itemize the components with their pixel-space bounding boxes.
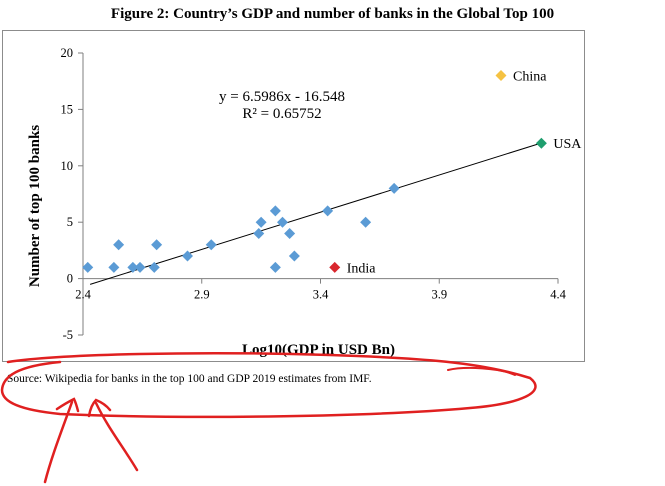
source-note: Source: Wikipedia for banks in the top 1… <box>7 373 372 385</box>
y-tick-label: 20 <box>61 46 74 60</box>
data-point <box>127 261 139 273</box>
figure-title: Figure 2: Country’s GDP and number of ba… <box>110 6 555 22</box>
red-arrow-right <box>87 398 139 472</box>
data-point <box>269 261 281 273</box>
data-point <box>182 250 193 262</box>
red-scribble-loop <box>447 366 516 376</box>
y-axis-title: Number of top 100 banks <box>27 125 43 287</box>
data-point <box>322 205 334 217</box>
r-squared-value: R² = 0.65752 <box>242 106 321 122</box>
india-label: India <box>347 261 377 276</box>
x-axis-title: Log10(GDP in USD Bn) <box>242 342 395 358</box>
data-point <box>82 261 94 273</box>
scatter-chart: -5 0 5 10 15 20 2.4 2.9 3.4 3.9 4.4 Log10(GDP in US… <box>27 46 582 358</box>
trendline <box>89 142 542 285</box>
data-point <box>205 239 217 251</box>
x-tick-label: 3.9 <box>431 288 447 302</box>
trend-layer <box>89 142 542 285</box>
data-point <box>269 205 281 217</box>
points-layer <box>82 70 547 273</box>
data-point <box>151 239 163 251</box>
y-tick-label: -5 <box>63 328 73 342</box>
x-tick-label: 2.9 <box>194 288 210 302</box>
india-data-point <box>329 261 341 273</box>
china-data-point <box>495 70 507 82</box>
data-point <box>148 261 160 273</box>
data-point <box>255 216 267 228</box>
x-tick-label: 2.4 <box>75 288 91 302</box>
usa-label: USA <box>553 137 582 152</box>
data-point <box>288 250 300 262</box>
data-point <box>284 227 296 239</box>
data-point <box>134 261 146 273</box>
data-point <box>388 182 400 194</box>
x-tick-label: 4.4 <box>550 288 566 302</box>
x-tick-label: 3.4 <box>313 288 329 302</box>
y-tick-label: 5 <box>67 215 73 229</box>
trendline-equation: y = 6.5986x - 16.548 <box>219 89 345 105</box>
y-tick-label: 15 <box>61 102 74 116</box>
data-point <box>113 239 125 251</box>
data-point <box>360 216 372 228</box>
china-label: China <box>513 70 547 85</box>
red-arrow-left <box>43 397 80 484</box>
data-point <box>253 227 265 239</box>
y-tick-label: 0 <box>67 272 73 286</box>
usa-data-point <box>535 137 547 149</box>
data-point <box>108 261 120 273</box>
data-point <box>277 216 288 228</box>
y-tick-label: 10 <box>61 159 74 173</box>
chart-frame: -5 0 5 10 15 20 2.4 2.9 3.4 3.9 4.4 Log10(GDP in US… <box>2 30 585 362</box>
